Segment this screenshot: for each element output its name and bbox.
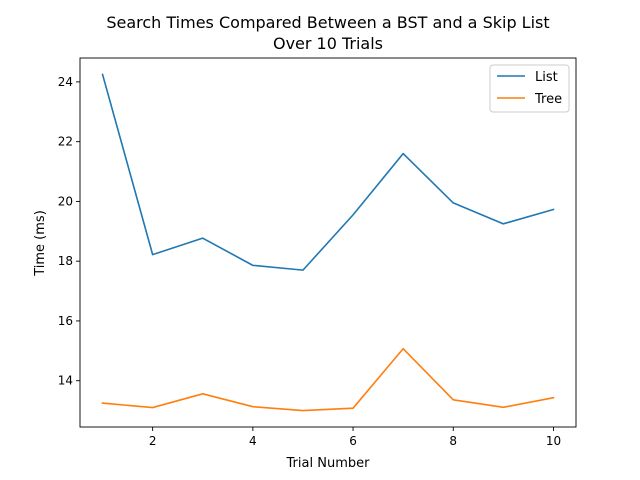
legend-label-list: List xyxy=(535,70,558,85)
legend-label-tree: Tree xyxy=(534,92,562,107)
y-axis-label: Time (ms) xyxy=(33,210,48,277)
chart-title-line-2: Over 10 Trials xyxy=(273,34,383,53)
y-tick-label: 18 xyxy=(58,254,73,268)
y-tick-label: 14 xyxy=(58,374,73,388)
x-tick-label: 6 xyxy=(349,434,357,448)
chart-title-line-1: Search Times Compared Between a BST and … xyxy=(106,13,549,32)
axes-frame xyxy=(79,57,577,428)
x-tick-label: 8 xyxy=(449,434,457,448)
x-tick-label: 10 xyxy=(546,434,561,448)
x-tick-label: 4 xyxy=(249,434,257,448)
x-tick-label: 2 xyxy=(149,434,157,448)
y-tick-label: 22 xyxy=(58,135,73,149)
y-tick-label: 24 xyxy=(58,75,73,89)
legend: List Tree xyxy=(489,64,570,113)
y-tick-label: 20 xyxy=(58,194,73,208)
y-tick-label: 16 xyxy=(58,314,73,328)
series-line-list xyxy=(101,73,555,271)
x-axis-label: Trial Number xyxy=(286,456,371,471)
series-line-tree xyxy=(101,347,555,412)
